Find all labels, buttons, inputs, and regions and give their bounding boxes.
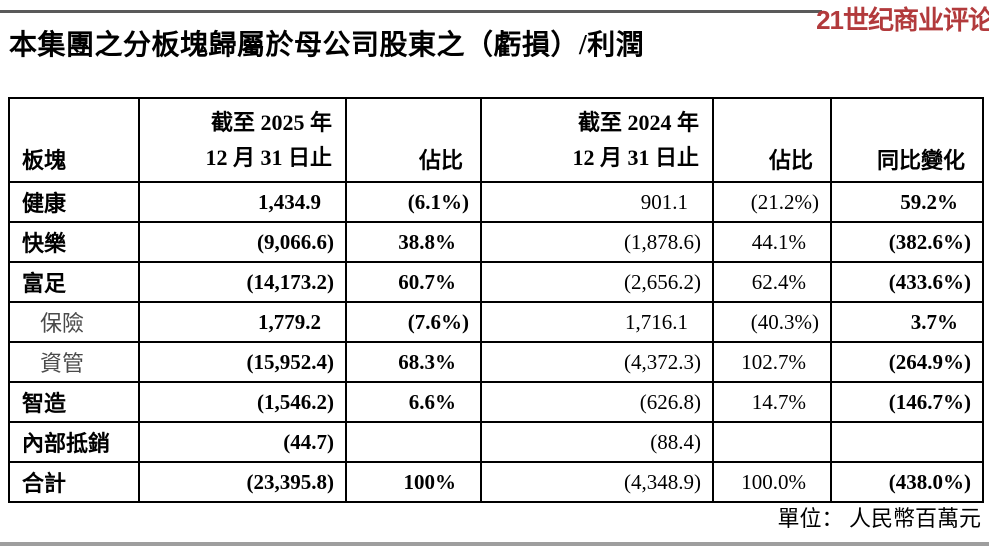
column-header-period-2024: 截至 2024 年 12 月 31 日止 bbox=[480, 97, 714, 183]
segment-label: 快樂 bbox=[8, 221, 140, 263]
header-divider-rule bbox=[0, 10, 822, 13]
share-2024: 62.4% bbox=[712, 261, 832, 303]
share-2025: (6.1%) bbox=[345, 181, 482, 223]
segment-label: 合計 bbox=[8, 461, 140, 503]
share-2025: 38.8% bbox=[345, 221, 482, 263]
value-2024: (626.8) bbox=[480, 381, 714, 423]
table-row-intelligent-manufacturing: 智造 (1,546.2) 6.6% (626.8) 14.7% (146.7%) bbox=[8, 381, 984, 423]
table-row-health: 健康 1,434.9 (6.1%) 901.1 (21.2%) 59.2% bbox=[8, 181, 984, 223]
value-2025: (44.7) bbox=[138, 421, 347, 463]
share-2024: 102.7% bbox=[712, 341, 832, 383]
value-2024: 1,716.1 bbox=[480, 301, 714, 343]
share-2024: 44.1% bbox=[712, 221, 832, 263]
column-header-yoy-change: 同比變化 bbox=[830, 97, 984, 183]
yoy-change: 3.7% bbox=[830, 301, 984, 343]
share-2025 bbox=[345, 421, 482, 463]
value-2025: (23,395.8) bbox=[138, 461, 347, 503]
segment-label: 資管 bbox=[8, 341, 140, 383]
yoy-change: (146.7%) bbox=[830, 381, 984, 423]
column-header-share-2024: 佔比 bbox=[712, 97, 832, 183]
segment-profit-table: 板塊 截至 2025 年 12 月 31 日止 佔比 截至 2024 年 12 月 … bbox=[8, 97, 984, 503]
period-2024-line2: 12 月 31 日止 bbox=[572, 144, 699, 170]
share-2025: 6.6% bbox=[345, 381, 482, 423]
table-header-row: 板塊 截至 2025 年 12 月 31 日止 佔比 截至 2024 年 12 月 … bbox=[8, 97, 984, 183]
value-2025: (9,066.6) bbox=[138, 221, 347, 263]
yoy-change: (438.0%) bbox=[830, 461, 984, 503]
value-2024: (2,656.2) bbox=[480, 261, 714, 303]
brand-logo: 21世纪商业评论 bbox=[816, 5, 989, 35]
value-2025: (15,952.4) bbox=[138, 341, 347, 383]
column-header-share-2025: 佔比 bbox=[345, 97, 482, 183]
share-2025: 68.3% bbox=[345, 341, 482, 383]
share-2024: (40.3%) bbox=[712, 301, 832, 343]
yoy-change: (433.6%) bbox=[830, 261, 984, 303]
page-title: 本集團之分板塊歸屬於母公司股東之（虧損）/利潤 bbox=[9, 30, 645, 61]
value-2024: 901.1 bbox=[480, 181, 714, 223]
column-header-period-2025: 截至 2025 年 12 月 31 日止 bbox=[138, 97, 347, 183]
table-row-asset-management: 資管 (15,952.4) 68.3% (4,372.3) 102.7% (26… bbox=[8, 341, 984, 383]
yoy-change: 59.2% bbox=[830, 181, 984, 223]
value-2025: 1,779.2 bbox=[138, 301, 347, 343]
period-2025-line1: 截至 2025 年 bbox=[210, 109, 332, 135]
table-row-total: 合計 (23,395.8) 100% (4,348.9) 100.0% (438… bbox=[8, 461, 984, 503]
segment-label: 智造 bbox=[8, 381, 140, 423]
segment-label: 保險 bbox=[8, 301, 140, 343]
bottom-divider-rule bbox=[0, 542, 989, 546]
value-2024: (1,878.6) bbox=[480, 221, 714, 263]
table-row-internal-elimination: 內部抵銷 (44.7) (88.4) bbox=[8, 421, 984, 463]
share-2025: 60.7% bbox=[345, 261, 482, 303]
value-2025: (14,173.2) bbox=[138, 261, 347, 303]
share-2025: (7.6%) bbox=[345, 301, 482, 343]
table-row-happiness: 快樂 (9,066.6) 38.8% (1,878.6) 44.1% (382.… bbox=[8, 221, 984, 263]
segment-label: 富足 bbox=[8, 261, 140, 303]
period-2025-line2: 12 月 31 日止 bbox=[205, 144, 332, 170]
yoy-change: (382.6%) bbox=[830, 221, 984, 263]
value-2024: (4,372.3) bbox=[480, 341, 714, 383]
share-2024: 14.7% bbox=[712, 381, 832, 423]
value-2024: (88.4) bbox=[480, 421, 714, 463]
segment-label: 健康 bbox=[8, 181, 140, 223]
segment-label: 內部抵銷 bbox=[8, 421, 140, 463]
share-2024 bbox=[712, 421, 832, 463]
value-2024: (4,348.9) bbox=[480, 461, 714, 503]
table-row-insurance: 保險 1,779.2 (7.6%) 1,716.1 (40.3%) 3.7% bbox=[8, 301, 984, 343]
share-2024: 100.0% bbox=[712, 461, 832, 503]
value-2025: 1,434.9 bbox=[138, 181, 347, 223]
yoy-change: (264.9%) bbox=[830, 341, 984, 383]
column-header-segment: 板塊 bbox=[8, 97, 140, 183]
unit-note: 單位： 人民幣百萬元 bbox=[777, 506, 981, 531]
period-2024-line1: 截至 2024 年 bbox=[577, 109, 699, 135]
share-2025: 100% bbox=[345, 461, 482, 503]
yoy-change bbox=[830, 421, 984, 463]
table-row-wealth: 富足 (14,173.2) 60.7% (2,656.2) 62.4% (433… bbox=[8, 261, 984, 303]
share-2024: (21.2%) bbox=[712, 181, 832, 223]
value-2025: (1,546.2) bbox=[138, 381, 347, 423]
